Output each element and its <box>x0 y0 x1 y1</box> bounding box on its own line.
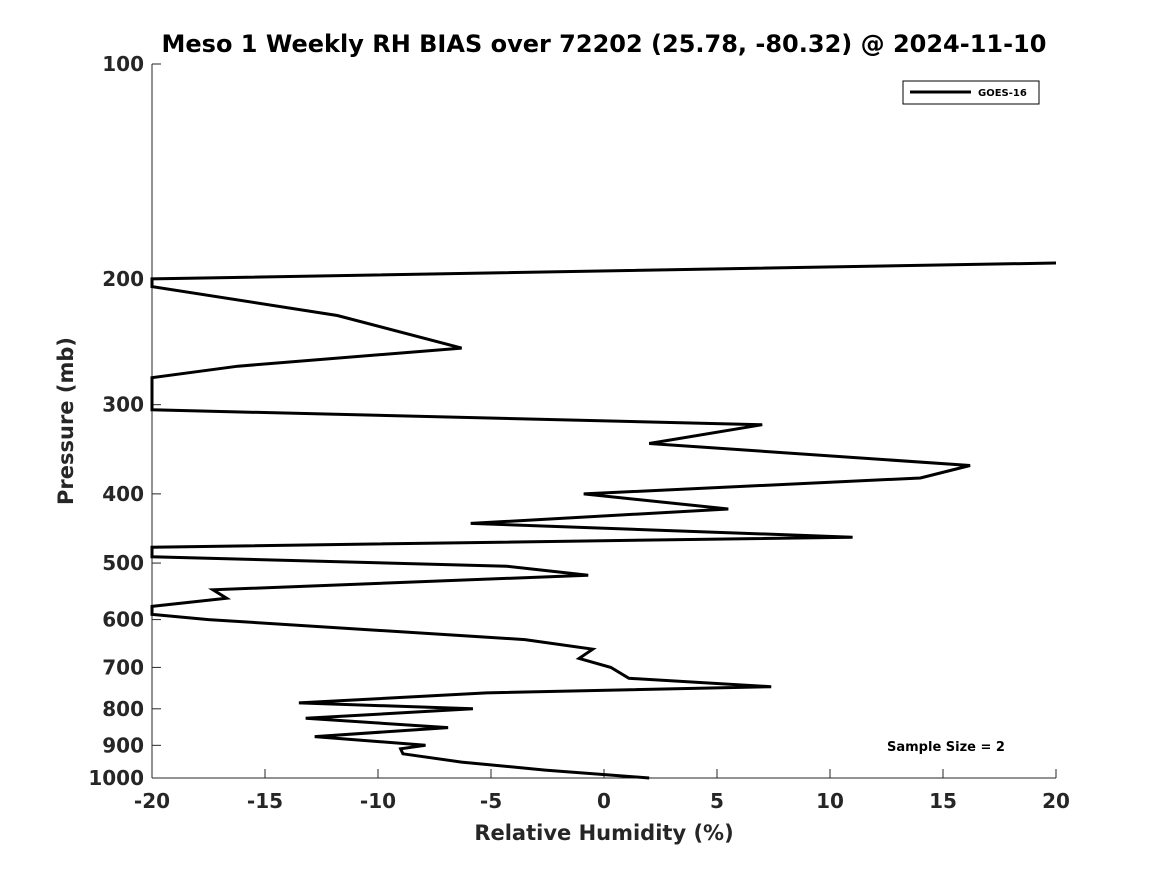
y-tick-label: 500 <box>102 551 144 575</box>
x-axis-label: Relative Humidity (%) <box>474 821 733 845</box>
y-tick-label: 700 <box>102 655 144 679</box>
x-tick-label: 20 <box>1042 789 1070 813</box>
x-tick-label: -5 <box>480 789 502 813</box>
x-tick-label: 0 <box>597 789 611 813</box>
x-tick-label: -20 <box>134 789 170 813</box>
x-tick-label: -15 <box>247 789 283 813</box>
y-tick-label: 1000 <box>88 766 144 790</box>
y-axis-ticks: 100 200 300 400 500 600 700 800 900 1000 <box>88 52 161 790</box>
x-tick-label: 15 <box>929 789 957 813</box>
y-tick-label: 100 <box>102 52 144 76</box>
y-tick-label: 200 <box>102 267 144 291</box>
series-group <box>150 261 1057 780</box>
legend-label-goes-16: GOES-16 <box>978 88 1027 99</box>
x-tick-label: 10 <box>816 789 844 813</box>
x-tick-label: -10 <box>360 789 396 813</box>
y-tick-label: 800 <box>102 697 144 721</box>
y-tick-label: 900 <box>102 733 144 757</box>
y-tick-label: 400 <box>102 482 144 506</box>
series-line-goes-16 <box>150 261 1057 780</box>
y-tick-label: 600 <box>102 608 144 632</box>
chart-title: Meso 1 Weekly RH BIAS over 72202 (25.78,… <box>162 30 1047 58</box>
legend: GOES-16 <box>902 80 1040 105</box>
sample-size-annotation: Sample Size = 2 <box>887 740 1005 755</box>
x-tick-label: 5 <box>710 789 724 813</box>
y-axis-label: Pressure (mb) <box>54 337 78 505</box>
y-tick-label: 300 <box>102 393 144 417</box>
x-axis-ticks: -20 -15 -10 -5 0 5 10 15 20 <box>134 769 1070 813</box>
